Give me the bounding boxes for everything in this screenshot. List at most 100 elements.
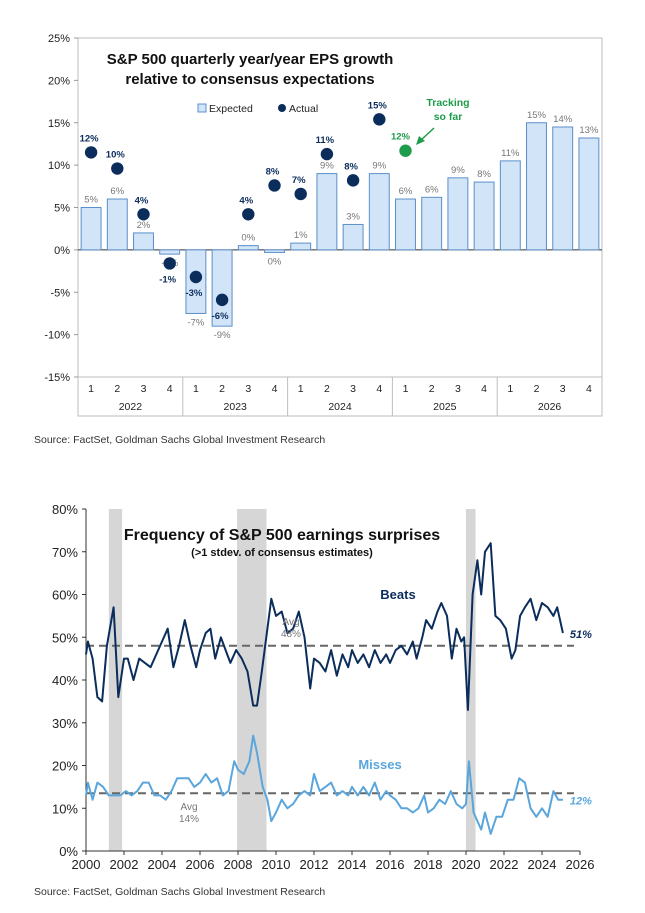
actual-label: -3%	[185, 288, 202, 299]
chart-subtitle: (>1 stdev. of consensus estimates)	[191, 547, 373, 559]
expected-label: 5%	[84, 195, 98, 206]
expected-bar	[368, 173, 390, 251]
actual-dot	[137, 208, 150, 221]
x-tick-label: 1	[193, 383, 199, 395]
actual-label: -6%	[212, 311, 229, 322]
expected-label: 11%	[501, 148, 520, 159]
year-label: 2023	[224, 401, 248, 413]
tracking-arrow-head	[416, 136, 425, 145]
actual-dot	[294, 187, 307, 201]
x-tick-label: 2022	[490, 857, 519, 872]
y-tick-label: 0%	[54, 245, 70, 257]
end-label-misses: 12%	[570, 796, 592, 808]
series-line-beats	[85, 542, 564, 711]
expected-bar	[133, 232, 154, 251]
x-tick-label: 4	[272, 383, 278, 395]
expected-label: 15%	[527, 110, 547, 121]
y-tick-label: 30%	[52, 716, 78, 731]
series-name-misses: Misses	[358, 757, 401, 772]
actual-dot	[189, 270, 203, 284]
actual-label: 7%	[292, 175, 306, 186]
recession-shading	[237, 509, 267, 851]
expected-bar	[264, 249, 285, 253]
x-tick-label: 4	[586, 383, 592, 395]
x-tick-label: 1	[403, 383, 409, 395]
expected-label: -7%	[187, 317, 204, 328]
expected-label: 6%	[425, 184, 439, 195]
x-tick-label: 2006	[186, 857, 215, 872]
x-tick-label: 2026	[566, 857, 595, 872]
y-tick-label: 25%	[48, 33, 70, 45]
chart-title-line-1: S&P 500 quarterly year/year EPS growth	[107, 51, 394, 68]
expected-bar	[578, 137, 600, 251]
expected-bar	[290, 242, 312, 251]
end-label-beats: 51%	[570, 629, 592, 641]
expected-bar	[473, 181, 495, 251]
expected-label: 14%	[553, 114, 573, 125]
x-tick-label: 2004	[148, 857, 177, 872]
avg-label-beats-line-1: Avg	[282, 617, 299, 628]
x-tick-label: 2	[324, 383, 330, 395]
expected-label: -9%	[214, 330, 231, 341]
x-tick-label: 2	[114, 383, 120, 395]
x-tick-label: 1	[507, 383, 513, 395]
x-tick-label: 2020	[452, 857, 481, 872]
avg-label-beats-line-2: 48%	[281, 629, 301, 640]
expected-label: 8%	[477, 169, 491, 180]
x-tick-label: 2000	[72, 857, 101, 872]
expected-label: 2%	[137, 220, 151, 231]
expected-bar	[159, 249, 181, 255]
actual-dot	[320, 147, 334, 161]
x-tick-label: 2016	[376, 857, 405, 872]
y-tick-label: 10%	[48, 160, 70, 172]
actual-dot	[346, 174, 360, 187]
x-tick-label: 2008	[224, 857, 253, 872]
legend-expected-label: Expected	[209, 103, 253, 115]
actual-dot	[163, 257, 176, 270]
y-tick-label: 5%	[54, 203, 70, 215]
x-tick-label: 1	[88, 383, 94, 395]
eps-growth-chart: -15%-10%-5%0%5%10%15%20%25%5%6%2%-1%-7%-…	[44, 33, 603, 417]
actual-label: 15%	[368, 100, 388, 111]
actual-label: 12%	[80, 133, 100, 144]
y-tick-label: 50%	[52, 630, 78, 645]
x-tick-label: 2	[429, 383, 435, 395]
actual-label: 8%	[344, 161, 358, 172]
chart-title-line-2: relative to consensus expectations	[125, 71, 374, 88]
y-tick-label: -10%	[44, 330, 70, 342]
actual-dot	[242, 208, 255, 221]
tracking-annotation-line-2: so far	[434, 111, 463, 123]
y-tick-label: 70%	[52, 545, 78, 560]
recession-shading	[466, 509, 476, 851]
x-tick-label: 2	[219, 383, 225, 395]
expected-bar	[211, 249, 233, 327]
year-label: 2025	[433, 401, 457, 413]
source-note-bottom: Source: FactSet, Goldman Sachs Global In…	[34, 886, 326, 898]
actual-label: 12%	[391, 132, 411, 143]
series-line-misses	[85, 734, 563, 835]
legend-actual-label: Actual	[289, 103, 318, 115]
y-tick-label: 20%	[52, 759, 78, 774]
x-tick-label: 2012	[300, 857, 329, 872]
year-label: 2024	[328, 401, 352, 413]
y-tick-label: 10%	[52, 801, 78, 816]
expected-bar	[526, 122, 547, 251]
tracking-annotation-line-1: Tracking	[426, 97, 469, 109]
actual-dot	[84, 146, 98, 159]
avg-label-misses-line-1: Avg	[180, 802, 197, 813]
actual-dot	[215, 293, 229, 307]
expected-bar	[80, 207, 102, 251]
expected-bar	[395, 198, 416, 251]
year-label: 2026	[538, 401, 562, 413]
actual-label: 10%	[106, 150, 126, 161]
x-tick-label: 1	[298, 383, 304, 395]
x-tick-label: 2018	[414, 857, 443, 872]
expected-label: 13%	[579, 125, 599, 136]
expected-bar	[106, 198, 128, 251]
x-tick-label: 3	[141, 383, 147, 395]
y-tick-label: 20%	[48, 75, 70, 87]
series-name-beats: Beats	[380, 587, 415, 602]
expected-bar	[237, 245, 259, 251]
source-note-top: Source: FactSet, Goldman Sachs Global In…	[34, 434, 326, 446]
